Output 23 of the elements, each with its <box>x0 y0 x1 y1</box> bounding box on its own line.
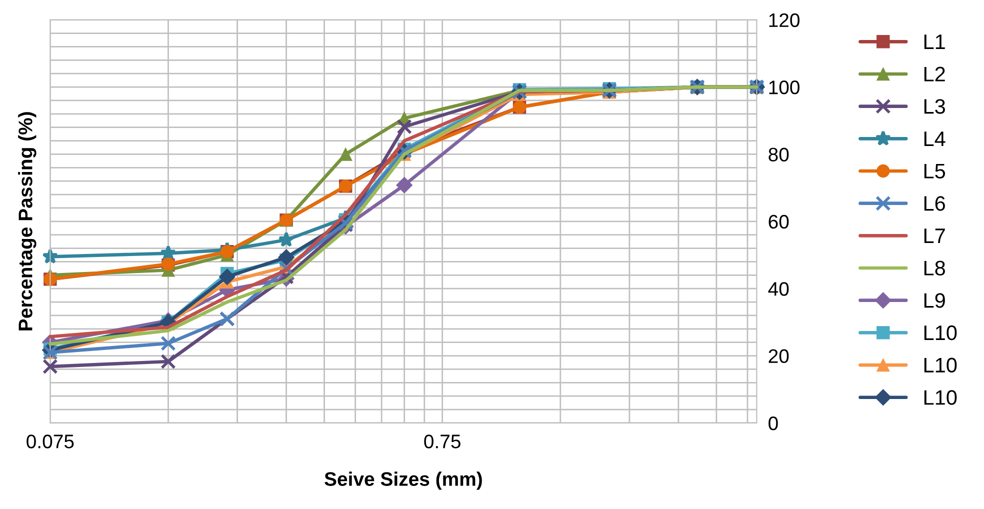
y-tick-label: 20 <box>768 349 789 364</box>
legend-label: L8 <box>924 260 945 276</box>
y-axis-title: Percentage Passing (%) <box>18 112 36 330</box>
legend-label: L3 <box>924 99 945 114</box>
x-tick-label: 0.75 <box>424 434 460 448</box>
legend-label: L4 <box>924 132 946 146</box>
x-tick-label: 0.075 <box>26 434 74 448</box>
legend-label: L10 <box>924 358 957 373</box>
legend-label: L10 <box>924 325 957 340</box>
legend-label: L5 <box>924 164 946 178</box>
y-tick-label: 120 <box>769 13 800 28</box>
legend-label: L7 <box>924 228 945 243</box>
y-tick-label: 80 <box>768 148 789 162</box>
y-tick-label: 100 <box>769 80 800 94</box>
x-axis-title: Seive Sizes (mm) <box>324 472 482 490</box>
legend-label: L1 <box>924 34 945 49</box>
legend-label: L9 <box>924 293 945 308</box>
legend-label: L6 <box>924 196 945 211</box>
y-tick-label: 60 <box>768 214 789 229</box>
legend-label: L2 <box>924 66 945 82</box>
y-tick-label: 0 <box>768 416 778 430</box>
y-tick-label: 40 <box>768 282 789 296</box>
legend-label: L10 <box>924 390 957 405</box>
